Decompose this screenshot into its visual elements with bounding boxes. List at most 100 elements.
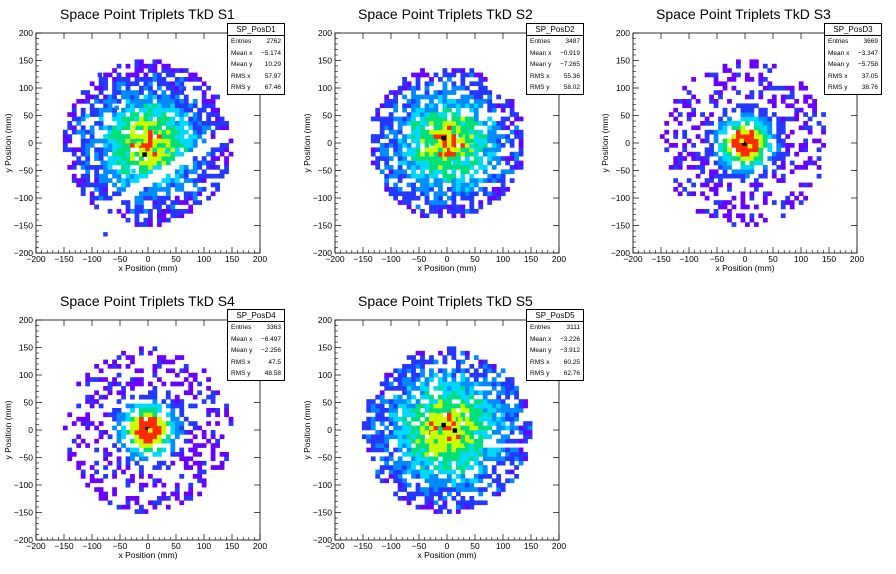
bin-cell <box>460 456 466 462</box>
bin-cell <box>429 151 434 157</box>
bin-cell <box>143 408 149 413</box>
bin-cell <box>455 403 461 409</box>
bin-cell <box>411 377 416 382</box>
bin-cell <box>713 173 719 179</box>
bin-cell <box>745 107 750 113</box>
bin-cell <box>406 200 412 205</box>
bin-cell <box>152 107 158 113</box>
bin-cell <box>98 195 104 201</box>
bin-cell <box>210 103 216 109</box>
bin-cell <box>447 156 452 161</box>
bin-cell <box>673 187 679 192</box>
bin-cell <box>478 200 484 205</box>
bin-cell <box>469 107 475 113</box>
bin-cell <box>500 438 506 444</box>
bin-cell <box>420 160 425 166</box>
stats-box: SP_PosD3 Entries 3669 Mean x −3.347 Mean y −5.… <box>824 23 882 95</box>
bin-cell <box>152 129 158 135</box>
bin-cell <box>397 403 403 409</box>
bin-cell <box>161 359 167 365</box>
bin-cell <box>464 443 470 448</box>
bin-cell <box>201 160 207 166</box>
bin-cell <box>438 403 443 409</box>
bin-cell <box>179 399 185 404</box>
bin-cell <box>713 99 719 104</box>
bin-cell <box>98 182 104 188</box>
bin-cell <box>76 156 82 161</box>
bin-cell <box>447 399 452 404</box>
bin-cell <box>758 112 764 117</box>
bin-cell <box>156 478 162 484</box>
bin-cell <box>170 491 176 497</box>
bin-cell <box>80 416 86 422</box>
bin-cell <box>170 408 176 413</box>
bin-cell <box>121 116 126 122</box>
bin-cell <box>384 116 390 122</box>
bin-cell <box>478 438 484 444</box>
bin-cell <box>121 169 126 175</box>
bin-cell <box>496 408 502 413</box>
bin-cell <box>170 368 176 374</box>
bin-cell <box>224 408 229 413</box>
bin-cell <box>709 151 714 157</box>
bin-cell <box>722 173 728 179</box>
bin-cell <box>170 143 176 148</box>
stats-row: Mean y −3.912 <box>527 345 583 357</box>
bin-cell <box>438 169 443 175</box>
bin-cell <box>156 460 162 466</box>
bin-cell <box>438 430 443 435</box>
bin-cell <box>192 372 198 378</box>
bin-cell <box>447 509 452 514</box>
bin-cell <box>125 217 131 223</box>
stats-row: Mean x −5.174 <box>228 48 284 60</box>
bin-cell <box>62 143 68 148</box>
bin-cell <box>219 465 225 470</box>
bin-cell <box>152 125 158 131</box>
bin-cell <box>740 147 746 153</box>
bin-cell <box>500 386 506 391</box>
bin-cell <box>393 412 399 418</box>
bin-cell <box>424 173 430 179</box>
bin-cell <box>415 138 421 144</box>
bin-cell <box>130 394 135 400</box>
bin-cell <box>473 191 479 197</box>
bin-cell <box>80 187 86 192</box>
bin-cell <box>464 408 470 413</box>
y-tick-label: 150 <box>318 343 332 353</box>
x-tick-label: −50 <box>113 254 128 264</box>
bin-cell <box>496 147 502 153</box>
bin-cell <box>143 112 149 117</box>
bin-cell <box>152 434 158 440</box>
bin-cell <box>691 143 697 148</box>
y-tick-label: −100 <box>611 193 630 203</box>
bin-cell <box>388 456 394 462</box>
bin-cell <box>112 359 117 365</box>
bin-cell <box>188 77 194 82</box>
bin-cell <box>112 151 117 157</box>
bin-cell <box>518 147 524 153</box>
bin-cell <box>745 151 750 157</box>
bin-cell <box>429 160 434 166</box>
bin-cell <box>183 209 189 214</box>
bin-cell <box>438 425 443 431</box>
bin-cell <box>116 63 122 69</box>
bin-cell <box>210 452 216 457</box>
bin-cell <box>722 204 728 210</box>
x-tick-label: −50 <box>412 254 427 264</box>
bin-cell <box>438 90 443 95</box>
bin-cell <box>188 125 194 131</box>
bin-cell <box>148 412 153 418</box>
y-tick-label: 50 <box>24 398 34 408</box>
bin-cell <box>107 103 113 109</box>
bin-cell <box>139 85 144 91</box>
bin-cell <box>98 107 104 113</box>
bin-cell <box>469 434 475 440</box>
bin-cell <box>215 173 220 179</box>
bin-cell <box>224 156 229 161</box>
bin-cell <box>433 103 439 109</box>
bin-cell <box>438 452 443 457</box>
bin-cell <box>170 403 176 409</box>
bin-cell <box>438 77 443 82</box>
bin-cell <box>361 434 367 440</box>
y-tick-label: −200 <box>313 535 332 545</box>
